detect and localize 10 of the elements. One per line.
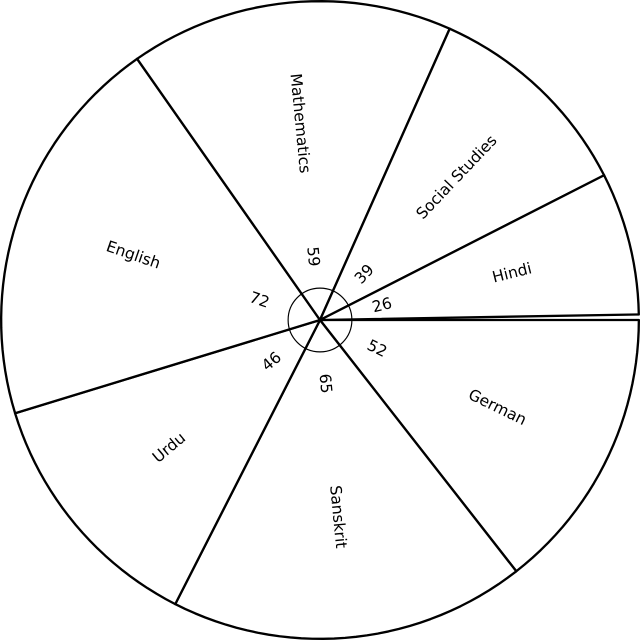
- slice-label: Sanskrit: [330, 486, 348, 548]
- slice-label: Mathematics: [290, 74, 310, 173]
- data-label: 59: [307, 248, 320, 266]
- data-label: 46: [264, 352, 280, 370]
- data-label: 52: [367, 339, 386, 357]
- slice-label: Hindi: [492, 262, 532, 282]
- data-label: 72: [251, 291, 269, 308]
- data-label: 39: [354, 265, 372, 284]
- data-label: 65: [320, 374, 332, 392]
- data-label: 26: [372, 297, 392, 312]
